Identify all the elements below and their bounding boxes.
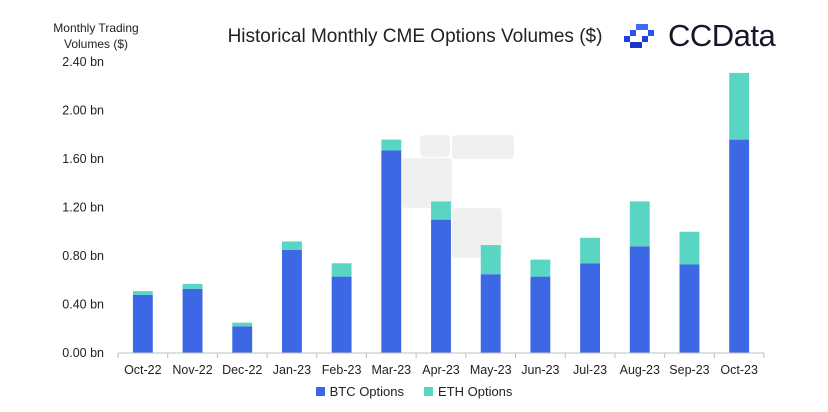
bar-eth-feb-23	[331, 263, 352, 277]
x-tick-label: Oct-23	[720, 363, 758, 377]
x-tick-label: Apr-23	[422, 363, 460, 377]
bars-group	[132, 72, 750, 353]
ccdata-logo-icon	[624, 24, 654, 48]
bar-btc-oct-23	[729, 139, 750, 353]
x-tick-label: Jul-23	[573, 363, 607, 377]
x-tick-label: Mar-23	[372, 363, 412, 377]
y-tick-label: 2.00 bn	[62, 104, 104, 118]
y-axis: 0.00 bn 0.40 bn 0.80 bn 1.20 bn 1.60 bn 2.00 …	[62, 55, 104, 360]
bar-btc-may-23	[480, 274, 501, 353]
bar-eth-nov-22	[182, 283, 203, 289]
x-tick-label: Oct-22	[124, 363, 162, 377]
bar-btc-jul-23	[580, 263, 601, 353]
bar-eth-jun-23	[530, 259, 551, 277]
legend-swatch-eth	[424, 387, 433, 396]
bar-eth-jul-23	[580, 237, 601, 264]
legend-label-eth: ETH Options	[438, 384, 513, 399]
bar-btc-jun-23	[530, 276, 551, 353]
y-tick-label: 0.00 bn	[62, 346, 104, 360]
bar-btc-dec-22	[232, 326, 253, 353]
bar-eth-may-23	[480, 245, 501, 275]
x-tick-label: Jan-23	[273, 363, 311, 377]
bar-eth-sep-23	[679, 231, 700, 265]
bar-btc-nov-22	[182, 288, 203, 353]
bar-btc-apr-23	[431, 219, 451, 353]
legend-label-btc: BTC Options	[329, 384, 404, 399]
x-tick-label: May-23	[470, 363, 512, 377]
y-axis-title: Monthly Trading Volumes ($)	[53, 21, 139, 51]
bar-eth-oct-22	[132, 291, 153, 295]
watermark-logo	[402, 135, 514, 258]
legend-item-btc: BTC Options	[315, 384, 404, 399]
y-tick-label: 1.60 bn	[62, 152, 104, 166]
x-axis: Oct-22 Nov-22 Dec-22 Jan-23 Feb-23 Mar-23 Apr-…	[117, 353, 765, 377]
x-tick-label: Feb-23	[322, 363, 362, 377]
bar-eth-aug-23	[629, 201, 650, 247]
bar-btc-sep-23	[679, 264, 700, 353]
x-tick-label: Dec-22	[222, 363, 262, 377]
bar-eth-dec-22	[232, 322, 253, 327]
y-tick-label: 1.20 bn	[62, 201, 104, 215]
brand-name: CCData	[668, 18, 776, 53]
y-tick-label: 0.40 bn	[62, 298, 104, 312]
bar-btc-mar-23	[381, 150, 402, 353]
bar-eth-oct-23	[729, 72, 750, 140]
x-tick-label: Sep-23	[669, 363, 709, 377]
x-tick-label: Aug-23	[620, 363, 660, 377]
legend: BTC Options ETH Options	[0, 384, 828, 399]
legend-swatch-btc	[315, 387, 325, 396]
brand-logo: CCData	[624, 16, 776, 56]
x-tick-label: Nov-22	[172, 363, 212, 377]
y-tick-label: 2.40 bn	[62, 55, 104, 69]
bar-eth-apr-23	[431, 201, 451, 220]
legend-item-eth: ETH Options	[424, 384, 512, 399]
bar-btc-oct-22	[132, 294, 153, 353]
bar-eth-mar-23	[381, 139, 402, 151]
bar-btc-jan-23	[281, 249, 302, 353]
bar-eth-jan-23	[281, 241, 302, 250]
x-tick-label: Jun-23	[521, 363, 559, 377]
chart-title: Historical Monthly CME Options Volumes (…	[227, 26, 603, 47]
y-tick-label: 0.80 bn	[62, 249, 104, 263]
bar-btc-feb-23	[331, 276, 352, 353]
bar-btc-aug-23	[629, 246, 650, 353]
